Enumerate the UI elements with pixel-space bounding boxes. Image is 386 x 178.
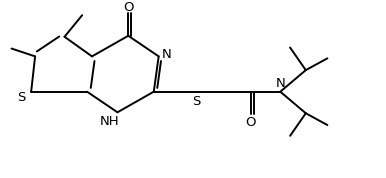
Text: S: S — [17, 91, 25, 104]
Text: S: S — [192, 95, 200, 108]
Text: N: N — [162, 48, 171, 61]
Text: N: N — [276, 77, 285, 90]
Text: O: O — [123, 1, 134, 14]
Text: NH: NH — [100, 115, 119, 128]
Text: O: O — [245, 116, 256, 129]
